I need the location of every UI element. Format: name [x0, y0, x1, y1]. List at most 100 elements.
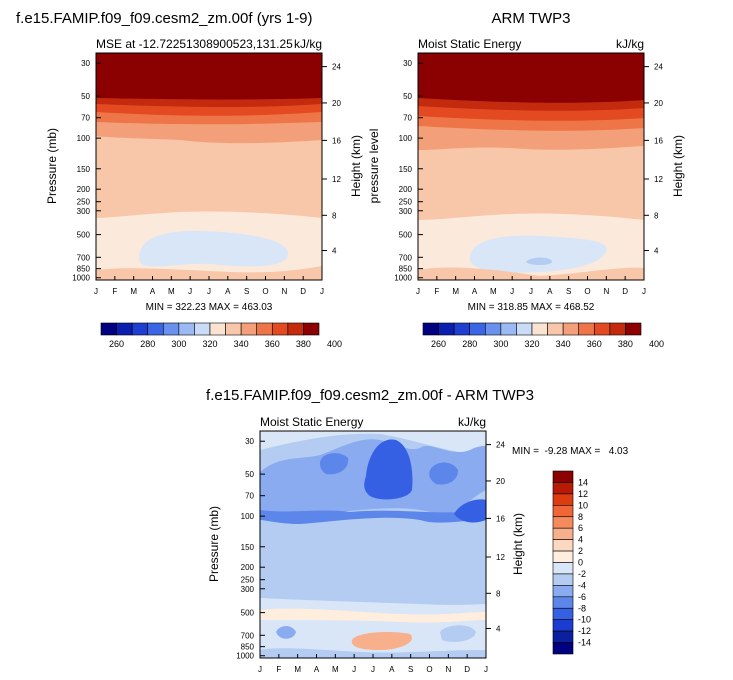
month-tick-label: J	[94, 287, 98, 296]
colorbar-swatch	[484, 322, 502, 336]
colorbar-label: 400	[649, 339, 664, 349]
colorbar-label: -8	[578, 603, 586, 613]
colorbar-label: 12	[578, 489, 588, 499]
panel2-subtitle: Moist Static Energy	[418, 37, 521, 51]
colorbar-label: 10	[578, 500, 588, 510]
panel2-height-axis: 24 20 16 12 8 4	[644, 63, 663, 255]
panel1-units: kJ/kg	[294, 37, 322, 51]
colorbar-label: 260	[431, 339, 446, 349]
panel-model: f.e15.FAMIP.f09_f09.cesm2_zm.00f (yrs 1-…	[16, 10, 363, 349]
month-tick-label: O	[584, 287, 590, 296]
colorbar-swatch	[552, 550, 574, 563]
month-tick-label: J	[352, 665, 356, 674]
month-tick-label: O	[262, 287, 268, 296]
colorbar-label: 280	[140, 339, 155, 349]
panel2-title: ARM TWP3	[492, 10, 571, 27]
colorbar-swatch	[552, 505, 574, 518]
month-tick-label: D	[622, 287, 628, 296]
colorbar-swatch	[552, 516, 574, 529]
height-tick-label: 16	[496, 514, 505, 523]
height-tick-label: 16	[332, 136, 341, 145]
pressure-tick-label: 300	[241, 585, 255, 594]
month-tick-label: J	[371, 665, 375, 674]
colorbar-label: -10	[578, 615, 591, 625]
colorbar-label: 300	[171, 339, 186, 349]
colorbar-swatch	[209, 322, 226, 336]
pressure-tick-label: 70	[245, 492, 254, 501]
colorbar-swatch	[256, 322, 273, 336]
colorbar-swatch	[552, 596, 574, 609]
pressure-tick-label: 150	[241, 543, 255, 552]
month-tick-label: M	[168, 287, 175, 296]
month-tick-label: J	[207, 287, 211, 296]
colorbar-swatch	[552, 619, 574, 632]
panel2-ylabel: pressure level	[367, 129, 381, 204]
colorbar-swatch	[552, 527, 574, 540]
panel3-title: f.e15.FAMIP.f09_f09.cesm2_zm.00f - ARM T…	[206, 387, 534, 404]
colorbar-swatch	[531, 322, 548, 336]
month-tick-label: J	[188, 287, 192, 296]
pressure-tick-label: 250	[399, 198, 413, 207]
colorbar-label: 360	[265, 339, 280, 349]
colorbar-label: 320	[202, 339, 217, 349]
month-tick-label: M	[130, 287, 137, 296]
height-tick-label: 12	[654, 175, 663, 184]
colorbar-swatch	[271, 322, 289, 336]
month-tick-label: N	[603, 287, 609, 296]
pressure-tick-label: 850	[241, 643, 255, 652]
month-tick-label: J	[529, 287, 533, 296]
colorbar-swatch	[552, 642, 574, 655]
colorbar-swatch	[552, 630, 574, 643]
height-tick-label: 4	[332, 246, 337, 255]
colorbar-label: 260	[109, 339, 124, 349]
colorbar-label: 360	[587, 339, 602, 349]
panel2-stats: MIN = 318.85 MAX = 468.52	[468, 302, 595, 313]
pressure-tick-label: 150	[77, 165, 91, 174]
pressure-tick-label: 300	[77, 207, 91, 216]
pressure-tick-label: 200	[399, 185, 413, 194]
colorbar-label: 380	[296, 339, 311, 349]
month-tick-label: A	[472, 287, 478, 296]
colorbar-swatch	[552, 493, 574, 506]
colorbar-swatch	[131, 322, 149, 336]
height-tick-label: 24	[332, 63, 341, 72]
panel2-units: kJ/kg	[616, 37, 644, 51]
month-tick-label: F	[434, 287, 439, 296]
panel1-ylabel: Pressure (mb)	[45, 128, 59, 204]
pressure-tick-label: 100	[241, 512, 255, 521]
colorbar-swatch	[116, 322, 133, 336]
colorbar-label: -2	[578, 569, 586, 579]
colorbar-swatch	[147, 322, 164, 336]
colorbar-label: -4	[578, 580, 586, 590]
height-tick-label: 12	[496, 553, 505, 562]
colorbar-swatch	[225, 322, 242, 336]
pressure-tick-label: 50	[81, 92, 90, 101]
colorbar-swatch	[438, 322, 455, 336]
pressure-tick-label: 500	[399, 231, 413, 240]
height-tick-label: 16	[654, 136, 663, 145]
pressure-tick-label: 500	[77, 231, 91, 240]
month-tick-label: M	[452, 287, 459, 296]
colorbar-swatch	[303, 322, 320, 336]
colorbar-swatch	[552, 539, 574, 552]
colorbar-label: 6	[578, 523, 583, 533]
colorbar-swatch	[578, 322, 595, 336]
month-tick-label: M	[332, 665, 339, 674]
height-tick-label: 20	[496, 477, 505, 486]
colorbar-label: -6	[578, 592, 586, 602]
month-tick-label: A	[225, 287, 231, 296]
colorbar-swatch	[516, 322, 533, 336]
colorbar-label: -14	[578, 638, 591, 648]
panel3-contours	[260, 431, 486, 658]
pressure-tick-label: 850	[399, 265, 413, 274]
pressure-tick-label: 100	[77, 134, 91, 143]
month-tick-label: M	[490, 287, 497, 296]
height-tick-label: 4	[654, 246, 659, 255]
colorbar-swatch	[552, 562, 574, 575]
pressure-tick-label: 1000	[72, 274, 90, 283]
height-tick-label: 24	[496, 441, 505, 450]
height-tick-label: 4	[496, 624, 501, 633]
